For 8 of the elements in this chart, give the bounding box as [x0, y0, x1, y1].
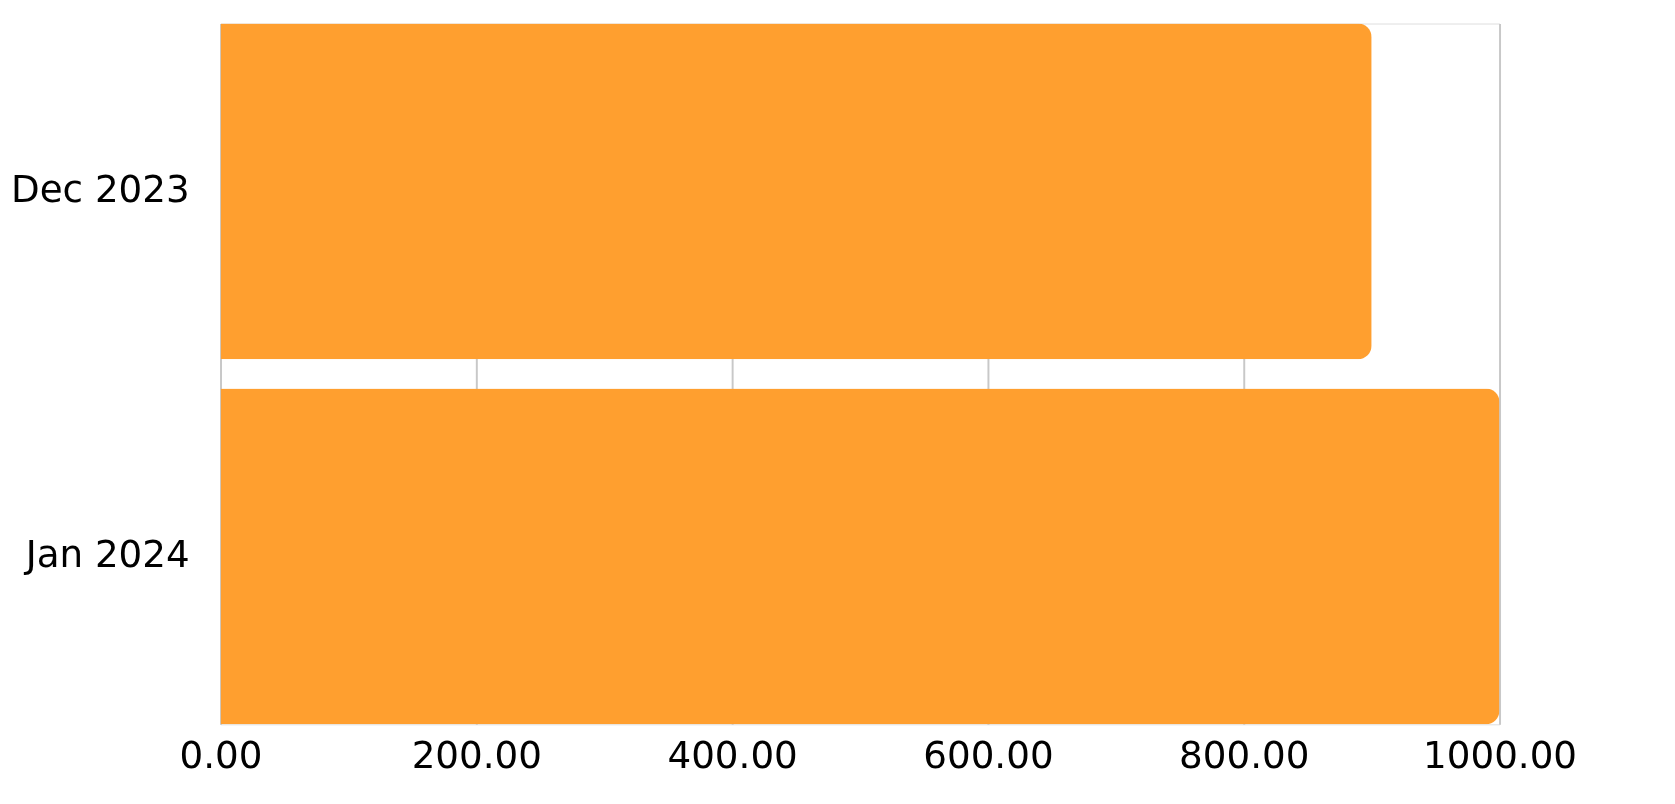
x-tick-label: 600.00 — [923, 732, 1054, 777]
y-tick-label: Jan 2024 — [23, 532, 190, 577]
x-tick-label: 0.00 — [179, 732, 263, 777]
x-tick-label: 200.00 — [411, 732, 542, 777]
x-tick-label: 800.00 — [1179, 732, 1310, 777]
y-tick-label: Dec 2023 — [10, 167, 190, 212]
x-tick-label: 1000.00 — [1423, 732, 1578, 777]
x-tick-label: 400.00 — [667, 732, 798, 777]
